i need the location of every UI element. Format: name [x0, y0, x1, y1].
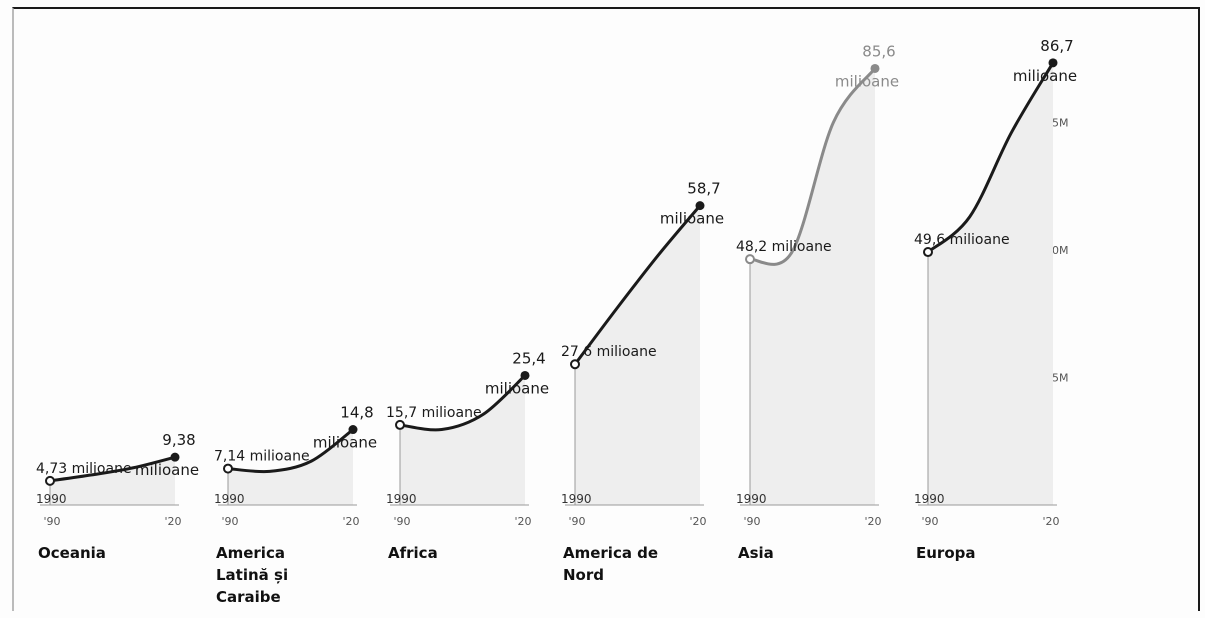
x-tick-label-90-oceania: '90 — [43, 515, 60, 528]
end-value-label-america-de-nord: 58,7 — [687, 180, 720, 198]
area-america-de-nord — [575, 205, 700, 505]
start-value-label-america-latin-i-caraibe: 7,14 milioane — [214, 449, 310, 465]
end-point-america-latin-i-caraibe — [348, 425, 358, 435]
start-year-label-africa: 1990 — [386, 492, 417, 506]
area-europa — [928, 62, 1053, 505]
x-tick-label-90-america-de-nord: '90 — [568, 515, 585, 528]
start-point-asia — [745, 254, 755, 265]
start-point-africa — [395, 419, 405, 430]
panel-title-africa: Africa — [388, 544, 438, 562]
series-line-oceania — [48, 455, 177, 483]
area-oceania — [50, 457, 175, 505]
start-value-label-europa: 49,6 milioane — [914, 232, 1010, 248]
start-value-label-africa: 15,7 milioane — [386, 405, 482, 421]
end-value-label-oceania: 9,38 — [162, 431, 195, 449]
end-point-africa — [520, 370, 530, 380]
start-point-america-latin-i-caraibe — [223, 463, 233, 474]
area-asia — [750, 68, 875, 505]
start-value-label-oceania: 4,73 milioane — [36, 461, 132, 477]
x-tick-label-20-asia: '20 — [864, 515, 881, 528]
x-tick-label-90-africa: '90 — [393, 515, 410, 528]
end-value-label-africa: 25,4 — [512, 349, 545, 367]
end-unit-label-africa: milioane — [485, 379, 549, 397]
x-tick-label-20-america-latin-i-caraibe: '20 — [342, 515, 359, 528]
x-tick-label-20-oceania: '20 — [164, 515, 181, 528]
series-line-europa — [926, 61, 1055, 254]
series-line-america-latin-i-caraibe — [226, 428, 355, 474]
start-value-label-america-de-nord: 27,6 milioane — [561, 344, 657, 360]
x-tick-label-90-europa: '90 — [921, 515, 938, 528]
frame-border — [12, 7, 1200, 611]
series-line-africa — [398, 373, 527, 432]
start-year-label-america-latin-i-caraibe: 1990 — [214, 492, 245, 506]
panel-title-america-latin-i-caraibe: Caraibe — [216, 588, 281, 606]
start-year-label-america-de-nord: 1990 — [561, 492, 592, 506]
panel-title-america-latin-i-caraibe: Latină și — [216, 566, 288, 584]
panel-title-europa: Europa — [916, 544, 976, 562]
start-year-label-europa: 1990 — [914, 492, 945, 506]
start-year-label-oceania: 1990 — [36, 492, 67, 506]
end-point-asia — [870, 63, 880, 73]
end-point-europa — [1048, 58, 1058, 68]
panel-title-america-de-nord: America de — [563, 544, 658, 562]
start-point-europa — [923, 247, 933, 258]
start-value-label-asia: 48,2 milioane — [736, 239, 832, 255]
end-unit-label-america-de-nord: milioane — [660, 210, 724, 228]
end-unit-label-america-latin-i-caraibe: milioane — [313, 434, 377, 452]
start-point-oceania — [45, 475, 55, 486]
x-tick-label-90-asia: '90 — [743, 515, 760, 528]
start-point-america-de-nord — [570, 359, 580, 370]
end-point-america-de-nord — [695, 201, 705, 211]
panel-title-america-de-nord: Nord — [563, 566, 604, 584]
start-year-label-asia: 1990 — [736, 492, 767, 506]
x-tick-label-20-europa: '20 — [1042, 515, 1059, 528]
x-tick-label-20-america-de-nord: '20 — [689, 515, 706, 528]
end-value-label-europa: 86,7 — [1040, 37, 1073, 55]
series-line-asia — [748, 66, 877, 266]
panel-title-america-latin-i-caraibe: America — [216, 544, 285, 562]
end-value-label-asia: 85,6 — [862, 42, 895, 60]
x-tick-label-90-america-latin-i-caraibe: '90 — [221, 515, 238, 528]
end-point-oceania — [170, 452, 180, 462]
panel-title-oceania: Oceania — [38, 544, 106, 562]
end-value-label-america-latin-i-caraibe: 14,8 — [340, 404, 373, 422]
end-unit-label-europa: milioane — [1013, 67, 1077, 85]
panel-title-asia: Asia — [738, 544, 774, 562]
end-unit-label-asia: milioane — [835, 72, 899, 90]
end-unit-label-oceania: milioane — [135, 461, 199, 479]
series-line-america-de-nord — [573, 204, 702, 366]
area-america-latin-i-caraibe — [228, 429, 353, 505]
x-tick-label-20-africa: '20 — [514, 515, 531, 528]
